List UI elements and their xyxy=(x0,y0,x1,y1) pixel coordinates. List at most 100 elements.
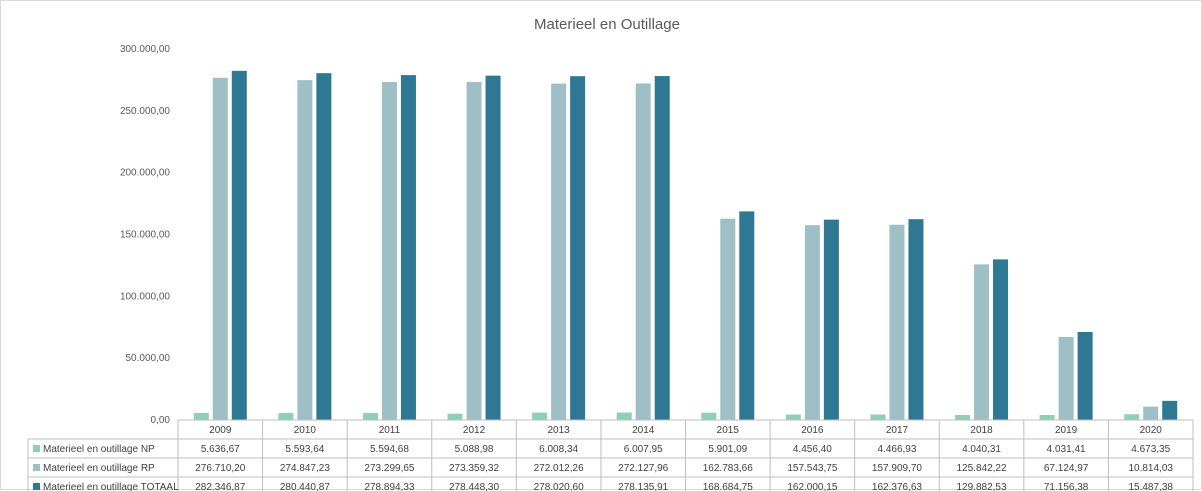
bar-rp-2015 xyxy=(720,218,736,420)
data-label: 168.684,75 xyxy=(703,482,753,491)
data-label: 5.593,64 xyxy=(285,444,324,455)
series-name: Materieel en outillage NP xyxy=(43,444,155,455)
bar-totaal-2017 xyxy=(908,219,924,420)
bar-totaal-2014 xyxy=(654,76,670,421)
data-label: 6.007,95 xyxy=(624,444,663,455)
bar-np-2011 xyxy=(362,413,378,420)
data-label: 71.156,38 xyxy=(1044,482,1089,491)
category-label: 2016 xyxy=(801,425,824,436)
bar-rp-2012 xyxy=(466,81,482,420)
legend-key xyxy=(33,445,40,452)
bar-np-2009 xyxy=(193,413,209,420)
data-label: 10.814,03 xyxy=(1128,463,1173,474)
data-label: 157.909,70 xyxy=(872,463,922,474)
data-label: 157.543,75 xyxy=(787,463,837,474)
category-label: 2018 xyxy=(970,425,993,436)
data-label: 6.008,34 xyxy=(539,444,578,455)
y-tick-label: 150.000,00 xyxy=(120,230,170,241)
bar-totaal-2019 xyxy=(1077,332,1093,420)
bar-rp-2011 xyxy=(381,82,397,420)
data-label: 4.456,40 xyxy=(793,444,832,455)
legend-key xyxy=(33,483,40,490)
data-label: 129.882,53 xyxy=(957,482,1007,491)
bar-totaal-2012 xyxy=(485,75,501,420)
data-label: 5.594,68 xyxy=(370,444,409,455)
bar-rp-2020 xyxy=(1143,406,1159,420)
bar-np-2012 xyxy=(447,413,463,420)
y-axis: 0,00 50.000,00 100.000,00 150.000,00 200.000… xyxy=(120,44,170,426)
bar-totaal-2010 xyxy=(316,73,332,421)
bar-totaal-2016 xyxy=(823,219,839,420)
data-label: 162.376,63 xyxy=(872,482,922,491)
y-tick-label: 50.000,00 xyxy=(126,353,171,364)
data-label: 4.031,41 xyxy=(1047,444,1086,455)
data-label: 280.440,87 xyxy=(280,482,330,491)
bar-np-2013 xyxy=(532,412,548,420)
category-label: 2015 xyxy=(717,425,740,436)
bar-rp-2009 xyxy=(212,77,228,420)
data-table: 2009 2010 2011 2012 2013 2014 2015 2016 2017 2018… xyxy=(27,419,1194,491)
category-label: 2012 xyxy=(463,425,486,436)
category-label: 2010 xyxy=(294,425,317,436)
series-name: Materieel en outillage RP xyxy=(43,463,155,474)
data-label: 272.127,96 xyxy=(618,463,668,474)
y-tick-label: 200.000,00 xyxy=(120,168,170,179)
category-label: 2014 xyxy=(632,425,655,436)
bar-totaal-2011 xyxy=(400,75,416,420)
data-label: 276.710,20 xyxy=(195,463,245,474)
bar-rp-2010 xyxy=(297,80,313,420)
bar-rp-2019 xyxy=(1058,336,1074,420)
data-label: 4.040,31 xyxy=(962,444,1001,455)
bars xyxy=(193,70,1178,421)
bar-np-2019 xyxy=(1039,415,1055,420)
bar-totaal-2013 xyxy=(570,76,586,421)
y-tick-label: 250.000,00 xyxy=(120,106,170,117)
bar-totaal-2015 xyxy=(739,211,755,420)
bar-totaal-2020 xyxy=(1162,400,1178,420)
data-label: 274.847,23 xyxy=(280,463,330,474)
bar-rp-2013 xyxy=(551,83,567,420)
data-label: 278.135,91 xyxy=(618,482,668,491)
data-label: 5.088,98 xyxy=(455,444,494,455)
series-name: Materieel en outillage TOTAAL xyxy=(43,482,179,491)
bar-np-2020 xyxy=(1124,414,1140,420)
data-label: 5.636,67 xyxy=(201,444,240,455)
bar-rp-2018 xyxy=(974,264,990,420)
data-label: 272.012,26 xyxy=(534,463,584,474)
data-label: 162.000,15 xyxy=(787,482,837,491)
bar-np-2014 xyxy=(616,412,632,420)
bar-rp-2017 xyxy=(889,224,905,420)
category-label: 2020 xyxy=(1140,425,1163,436)
bar-totaal-2009 xyxy=(231,70,247,420)
data-label: 278.448,30 xyxy=(449,482,499,491)
bar-np-2010 xyxy=(278,413,294,420)
bar-totaal-2018 xyxy=(993,259,1009,420)
y-tick-label: 0,00 xyxy=(151,415,171,426)
data-label: 4.673,35 xyxy=(1131,444,1170,455)
bar-rp-2016 xyxy=(804,225,820,420)
data-label: 278.894,33 xyxy=(364,482,414,491)
bar-rp-2014 xyxy=(635,83,651,421)
category-label: 2011 xyxy=(379,425,401,436)
bar-np-2015 xyxy=(701,412,717,420)
data-label: 273.299,65 xyxy=(364,463,414,474)
category-label: 2009 xyxy=(209,425,232,436)
bar-np-2016 xyxy=(785,414,801,420)
bar-np-2018 xyxy=(955,415,971,420)
data-label: 282.346,87 xyxy=(195,482,245,491)
data-label: 4.466,93 xyxy=(877,444,916,455)
data-label: 162.783,66 xyxy=(703,463,753,474)
category-label: 2013 xyxy=(548,425,571,436)
y-tick-label: 100.000,00 xyxy=(120,291,170,302)
data-label: 278.020,60 xyxy=(534,482,584,491)
category-label: 2019 xyxy=(1055,425,1078,436)
data-label: 5.901,09 xyxy=(708,444,747,455)
bar-np-2017 xyxy=(870,414,886,420)
data-label: 67.124,97 xyxy=(1044,463,1089,474)
category-label: 2017 xyxy=(886,425,909,436)
y-tick-label: 300.000,00 xyxy=(120,44,170,55)
chart-title: Materieel en Outillage xyxy=(534,16,680,33)
data-label: 273.359,32 xyxy=(449,463,499,474)
